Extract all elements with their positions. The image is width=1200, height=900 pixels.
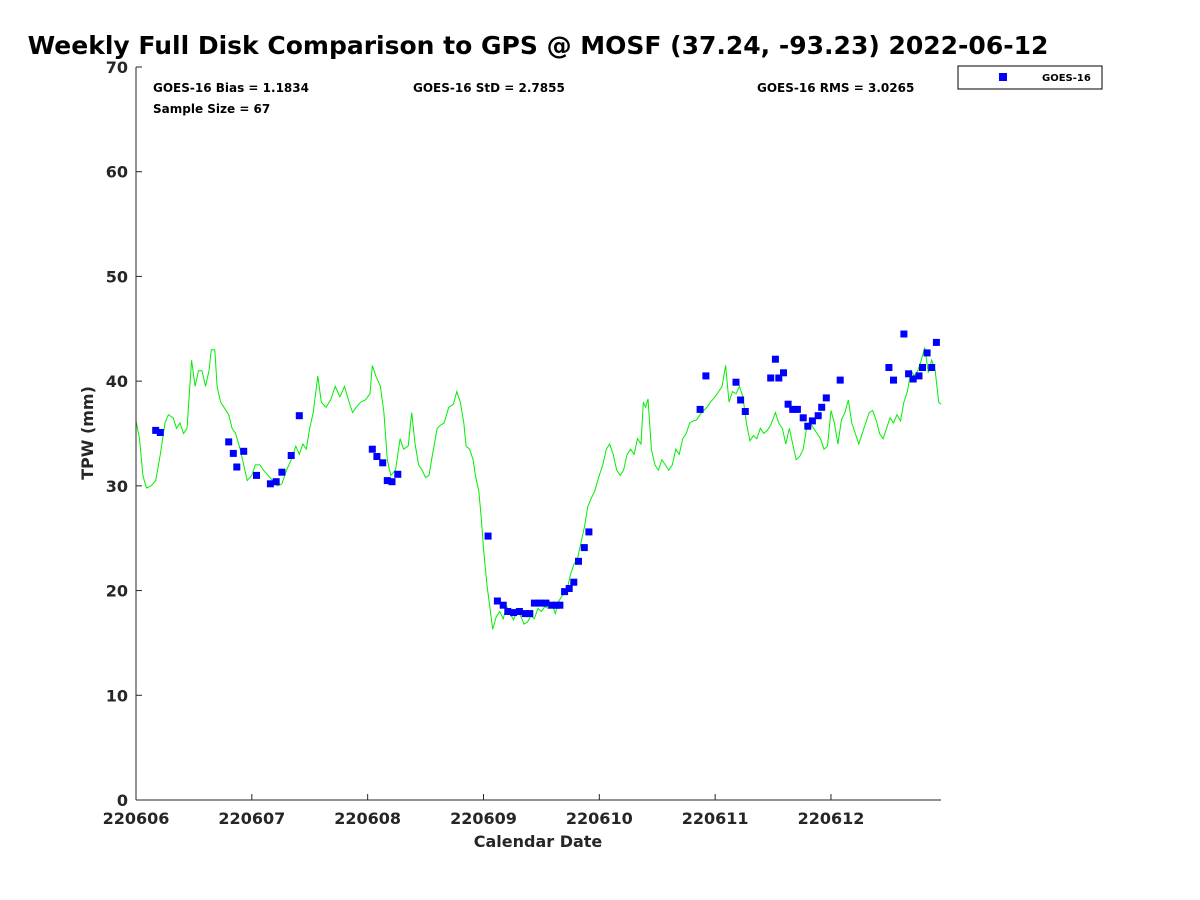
goes16-point bbox=[542, 599, 550, 607]
goes16-point bbox=[737, 396, 745, 404]
goes16-point bbox=[799, 414, 807, 422]
goes16-point bbox=[919, 364, 926, 371]
legend-marker-goes16 bbox=[999, 73, 1007, 81]
goes16-point bbox=[885, 364, 893, 371]
y-tick-label: 30 bbox=[106, 477, 128, 496]
goes16-point bbox=[818, 403, 826, 411]
goes16-point bbox=[585, 528, 593, 536]
goes16-point bbox=[388, 478, 396, 486]
goes16-point bbox=[379, 459, 387, 467]
goes16-point bbox=[253, 471, 260, 479]
x-tick-label: 220612 bbox=[798, 809, 865, 828]
legend-box bbox=[957, 65, 1103, 90]
y-tick-label: 10 bbox=[106, 686, 128, 705]
goes16-point bbox=[278, 468, 286, 476]
y-tick-label: 60 bbox=[106, 163, 128, 182]
goes16-point bbox=[732, 378, 740, 386]
goes16-point bbox=[266, 480, 274, 488]
goes16-point bbox=[890, 376, 897, 384]
goes16-point bbox=[575, 557, 582, 565]
goes16-point bbox=[928, 364, 936, 371]
y-tick-label: 20 bbox=[106, 582, 128, 601]
rms-stat: GOES-16 RMS = 3.0265 bbox=[757, 81, 914, 95]
goes16-point bbox=[510, 609, 518, 617]
goes16-point bbox=[793, 405, 801, 413]
goes16-point bbox=[932, 338, 940, 346]
x-tick-label: 220611 bbox=[682, 809, 749, 828]
x-tick-label: 220607 bbox=[218, 809, 285, 828]
goes16-point bbox=[804, 422, 812, 430]
goes16-point bbox=[836, 376, 844, 384]
goes16-point bbox=[905, 370, 913, 378]
goes16-point bbox=[484, 532, 492, 540]
y-ticks: 0 10 20 30 40 50 60 70 bbox=[106, 58, 142, 810]
y-tick-label: 50 bbox=[106, 267, 128, 286]
x-tick-label: 220609 bbox=[450, 809, 517, 828]
goes16-point bbox=[373, 453, 381, 460]
y-axis-label: TPW (mm) bbox=[78, 386, 97, 480]
plot-area bbox=[135, 330, 942, 630]
goes16-point bbox=[240, 447, 248, 455]
goes16-point bbox=[229, 449, 237, 457]
goes16-point bbox=[504, 608, 512, 615]
y-tick-label: 70 bbox=[106, 58, 128, 77]
goes16-point bbox=[272, 478, 280, 486]
goes16-point bbox=[580, 544, 588, 552]
goes16-point bbox=[152, 426, 160, 434]
goes16-point bbox=[383, 477, 391, 485]
goes16-point bbox=[780, 369, 787, 377]
chart-title: Weekly Full Disk Comparison to GPS @ MOS… bbox=[28, 31, 1049, 60]
goes16-point bbox=[394, 470, 402, 478]
goes16-point bbox=[702, 372, 710, 380]
goes16-point bbox=[530, 599, 538, 607]
goes16-point bbox=[368, 445, 376, 453]
goes16-point bbox=[784, 400, 792, 408]
sample-size-stat: Sample Size = 67 bbox=[153, 102, 270, 116]
goes16-point bbox=[570, 578, 578, 586]
axes bbox=[135, 67, 941, 801]
goes16-point bbox=[295, 412, 303, 420]
goes16-point bbox=[526, 610, 534, 618]
x-tick-label: 220610 bbox=[566, 809, 633, 828]
bias-stat: GOES-16 Bias = 1.1834 bbox=[153, 81, 309, 95]
x-tick-label: 220608 bbox=[334, 809, 401, 828]
y-tick-label: 0 bbox=[117, 791, 128, 810]
goes16-point bbox=[561, 588, 569, 596]
goes16-point bbox=[808, 417, 816, 425]
goes16-point bbox=[923, 349, 931, 357]
gps-series-line bbox=[135, 347, 942, 630]
goes16-point bbox=[900, 330, 908, 338]
goes16-point bbox=[515, 608, 523, 615]
goes16-point bbox=[775, 374, 783, 382]
goes16-point bbox=[499, 601, 507, 609]
goes16-point bbox=[789, 405, 797, 413]
legend: GOES-16 bbox=[957, 65, 1103, 90]
goes16-point bbox=[556, 601, 564, 609]
goes16-point bbox=[156, 429, 164, 436]
x-tick-label: 220606 bbox=[103, 809, 170, 828]
goes16-point bbox=[814, 412, 822, 420]
goes16-point bbox=[548, 601, 556, 609]
goes16-point bbox=[233, 463, 241, 471]
goes16-point bbox=[909, 375, 917, 383]
goes16-point bbox=[771, 355, 779, 363]
x-axis-label: Calendar Date bbox=[474, 832, 603, 851]
x-ticks: 220606 220607 220608 220609 220610 220611 2206… bbox=[103, 794, 865, 828]
goes16-point bbox=[536, 599, 544, 607]
goes16-point bbox=[696, 405, 704, 413]
goes16-point bbox=[493, 597, 501, 605]
goes16-point bbox=[225, 438, 233, 446]
goes16-point bbox=[287, 452, 295, 459]
goes16-point bbox=[915, 372, 923, 380]
y-tick-label: 40 bbox=[106, 372, 128, 391]
goes16-point bbox=[521, 610, 529, 618]
goes16-point bbox=[822, 394, 830, 402]
std-stat: GOES-16 StD = 2.7855 bbox=[413, 81, 565, 95]
goes16-point bbox=[741, 408, 749, 415]
legend-label-goes16: GOES-16 bbox=[1042, 73, 1091, 84]
goes16-point bbox=[767, 374, 775, 382]
goes16-point bbox=[565, 585, 573, 592]
stats-panel: GOES-16 Bias = 1.1834 Sample Size = 67 G… bbox=[153, 81, 914, 116]
